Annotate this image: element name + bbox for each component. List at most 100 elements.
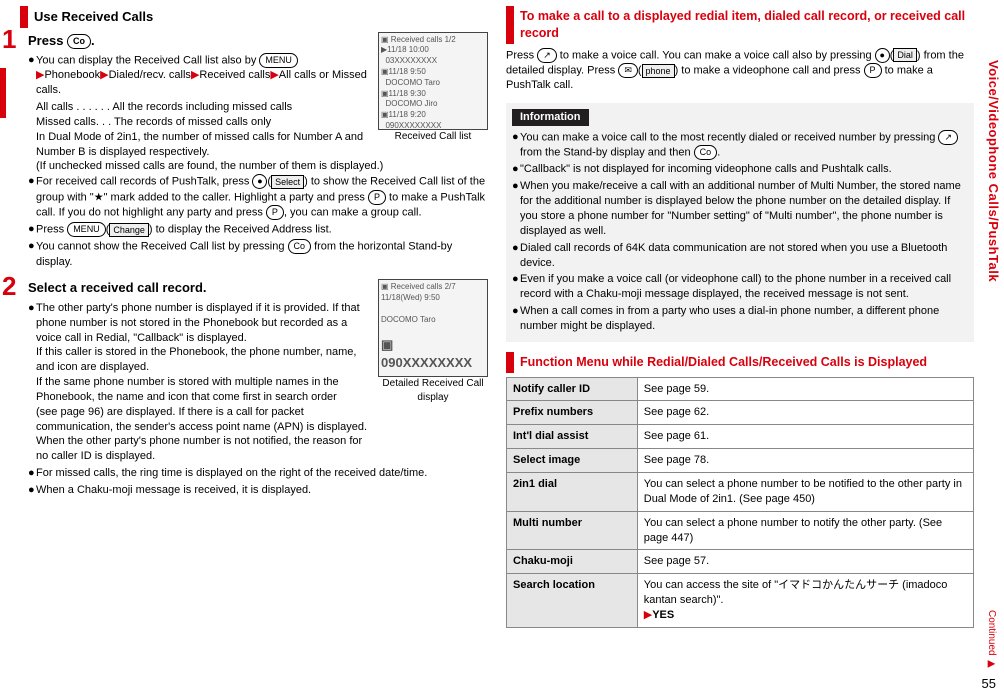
bullet-dot: ● — [28, 174, 36, 220]
table-row: Search locationYou can access the site o… — [507, 574, 974, 628]
info-1-text: You can make a voice call to the most re… — [520, 130, 968, 161]
co-key-icon: Co — [288, 239, 312, 254]
cell-chaku-v: See page 57. — [637, 550, 973, 574]
bullet-dot: ● — [28, 466, 36, 481]
s1-path1: Phonebook — [44, 69, 100, 81]
s2-bullet-1: ● The other party's phone number is disp… — [28, 301, 372, 464]
page-number: 55 — [982, 675, 996, 693]
cell-search-v: You can access the site of "イマドコかんたんサーチ … — [637, 574, 973, 628]
s1-b4a: You cannot show the Received Call list b… — [36, 241, 288, 253]
bullet-dot: ● — [28, 53, 36, 98]
received-list-placeholder: ▣ Received calls 1/2▶11/18 10:00 03XXXXX… — [378, 32, 488, 130]
info-6-text: When a call comes in from a party who us… — [520, 304, 968, 334]
detailed-image: ▣ Received calls 2/711/18(Wed) 9:50DOCOM… — [378, 279, 488, 404]
info-1: ●You can make a voice call to the most r… — [512, 130, 968, 161]
missed-l: Missed calls. . . — [36, 116, 111, 128]
s1-b1a: You can display the Received Call list a… — [36, 55, 259, 67]
s1-bullet-2: ● For received call records of PushTalk,… — [28, 174, 488, 220]
info-3-text: When you make/receive a call with an add… — [520, 179, 968, 238]
s1-b2-text: For received call records of PushTalk, p… — [36, 174, 488, 220]
allcalls-l: All calls . . . . . . — [36, 101, 110, 113]
info-6: ●When a call comes in from a party who u… — [512, 304, 968, 334]
info-5-text: Even if you make a voice call (or videop… — [520, 272, 968, 302]
received-list-image: ▣ Received calls 1/2▶11/18 10:00 03XXXXX… — [378, 32, 488, 144]
section-header-make-call: To make a call to a displayed redial ite… — [506, 6, 974, 44]
mail-key-icon: ✉ — [618, 63, 638, 78]
s1-path3: Received calls — [199, 69, 270, 81]
cell-multi: Multi number — [507, 511, 638, 550]
page-body: Use Received Calls 1 ▣ Received calls 1/… — [0, 0, 1004, 634]
co-key-icon: Co — [67, 34, 91, 49]
detailed-caption: Detailed Received Call display — [382, 378, 483, 403]
right-column: To make a call to a displayed redial ite… — [506, 6, 974, 628]
table-row: 2in1 dialYou can select a phone number t… — [507, 472, 974, 511]
information-block: Information ●You can make a voice call t… — [506, 103, 974, 342]
ptt-key-icon: P — [864, 63, 882, 78]
cell-notify-id: Notify caller ID — [507, 377, 638, 401]
s2-p4: (see page 96) are displayed. If there is… — [36, 406, 367, 433]
s1-path2: Dialed/recv. calls — [109, 69, 191, 81]
s1-b3-text: Press MENU(Change) to display the Receiv… — [36, 222, 488, 237]
i1a: You can make a voice call to the most re… — [520, 131, 938, 143]
ptt-key-icon: P — [266, 205, 284, 220]
tri-icon: ▶ — [644, 609, 652, 621]
s1-bullet-4: ● You cannot show the Received Call list… — [28, 239, 488, 269]
cell-2in1-v: You can select a phone number to be noti… — [637, 472, 973, 511]
bullet-dot: ● — [512, 241, 520, 271]
bullet-dot: ● — [28, 239, 36, 269]
select-softkey: Select — [271, 175, 304, 189]
s1-b2e: , you can make a group call. — [284, 206, 422, 218]
step-2: 2 ▣ Received calls 2/711/18(Wed) 9:50DOC… — [20, 279, 488, 500]
tri-icon: ▶ — [270, 69, 278, 81]
table-row: Select imageSee page 78. — [507, 449, 974, 473]
i1b: from the Stand-by display and then — [520, 147, 694, 159]
step-1: 1 ▣ Received calls 1/2▶11/18 10:00 03XXX… — [20, 32, 488, 272]
step-1-title-b: . — [91, 33, 95, 48]
s1-b3b: ) to display the Received Address list. — [149, 223, 332, 235]
s1-bullet-3: ● Press MENU(Change) to display the Rece… — [28, 222, 488, 237]
step-2-number: 2 — [2, 273, 16, 299]
center-key-icon: ● — [252, 174, 267, 189]
change-softkey: Change — [109, 223, 149, 237]
s2-p1: The other party's phone number is displa… — [36, 302, 360, 344]
bullet-dot: ● — [512, 179, 520, 238]
cell-selimg-v: See page 78. — [637, 449, 973, 473]
center-key-icon: ● — [875, 48, 890, 63]
table-row: Int'l dial assistSee page 61. — [507, 425, 974, 449]
bullet-dot: ● — [512, 162, 520, 177]
step-1-title-a: Press — [28, 33, 67, 48]
cell-multi-v: You can select a phone number to notify … — [637, 511, 973, 550]
cell-notify-id-v: See page 59. — [637, 377, 973, 401]
s2-b2-text: For missed calls, the ring time is displ… — [36, 466, 488, 481]
call-key-icon: ↗ — [938, 130, 958, 145]
cell-search: Search location — [507, 574, 638, 628]
s1-b4-text: You cannot show the Received Call list b… — [36, 239, 488, 269]
detailed-placeholder: ▣ Received calls 2/711/18(Wed) 9:50DOCOM… — [378, 279, 488, 377]
left-column: Use Received Calls 1 ▣ Received calls 1/… — [20, 6, 488, 628]
menu-key-icon: MENU — [259, 53, 298, 68]
s2-bullet-3: ● When a Chaku-moji message is received,… — [28, 483, 488, 498]
s2-p2: If this caller is stored in the Phoneboo… — [36, 346, 356, 373]
intro-paragraph: Press ↗ to make a voice call. You can ma… — [506, 48, 974, 93]
table-row: Chaku-mojiSee page 57. — [507, 550, 974, 574]
s2-bullet-2: ● For missed calls, the ring time is dis… — [28, 466, 488, 481]
co-key-icon: Co — [694, 145, 718, 160]
table-row: Prefix numbersSee page 62. — [507, 401, 974, 425]
phone-softkey: phone — [642, 64, 675, 78]
cell-intl: Int'l dial assist — [507, 425, 638, 449]
cell-2in1: 2in1 dial — [507, 472, 638, 511]
bullet-dot: ● — [28, 483, 36, 498]
s1-b3a: Press — [36, 223, 67, 235]
info-2: ●"Callback" is not displayed for incomin… — [512, 162, 968, 177]
info-4: ●Dialed call records of 64K data communi… — [512, 241, 968, 271]
allcalls-r: All the records including missed calls — [112, 101, 292, 113]
cell-chaku: Chaku-moji — [507, 550, 638, 574]
call-key-icon: ↗ — [537, 48, 557, 63]
side-chapter-label: Voice/Videophone Calls/PushTalk — [984, 60, 1002, 282]
tri-icon: ▶ — [100, 69, 108, 81]
info-4-text: Dialed call records of 64K data communic… — [520, 241, 968, 271]
function-menu-header: Function Menu while Redial/Dialed Calls/… — [506, 352, 974, 373]
cell-intl-v: See page 61. — [637, 425, 973, 449]
s2-b3-text: When a Chaku-moji message is received, i… — [36, 483, 488, 498]
info-3: ●When you make/receive a call with an ad… — [512, 179, 968, 238]
